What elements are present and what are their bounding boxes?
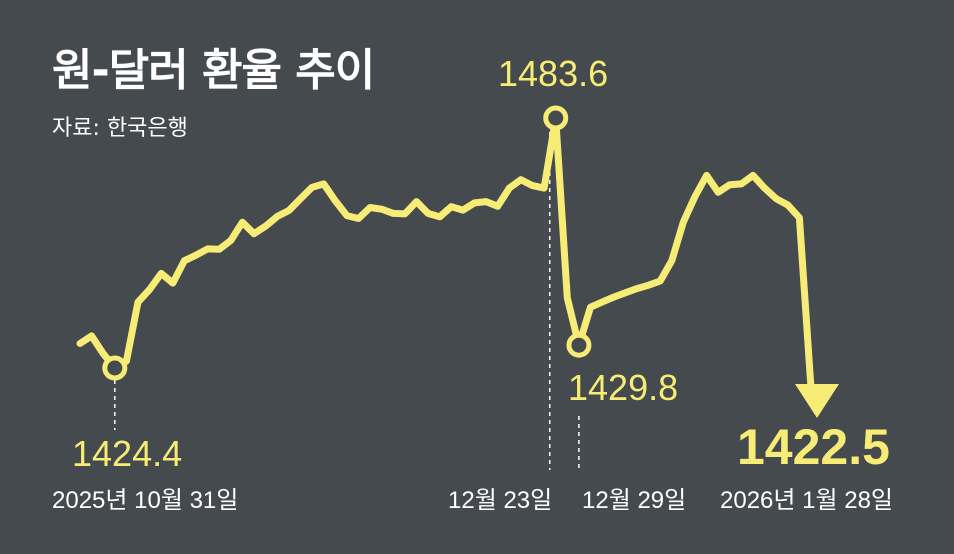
low-date-label: 2025년 10월 31일 bbox=[52, 487, 238, 514]
annotation-leader-lines bbox=[114, 132, 580, 470]
low-point-marker bbox=[102, 355, 128, 381]
rebound-value-label: 1429.8 bbox=[568, 367, 678, 408]
peak-date-label: 12월 23일 bbox=[448, 487, 552, 514]
rebound-date-label: 12월 29일 bbox=[582, 487, 686, 514]
end-arrow-icon bbox=[795, 384, 839, 419]
peak-point-marker bbox=[543, 105, 569, 131]
series-line bbox=[76, 114, 815, 392]
low-value-label: 1424.4 bbox=[72, 433, 182, 474]
peak-value-label: 1483.6 bbox=[498, 53, 608, 94]
chart-source: 자료: 한국은행 bbox=[52, 116, 188, 141]
rebound-point-marker bbox=[566, 332, 592, 358]
chart-title: 원-달러 환율 추이 bbox=[52, 45, 375, 96]
annotation-markers bbox=[102, 105, 592, 381]
latest-date-label: 2026년 1월 28일 bbox=[720, 487, 893, 514]
latest-value-label: 1422.5 bbox=[737, 419, 890, 475]
